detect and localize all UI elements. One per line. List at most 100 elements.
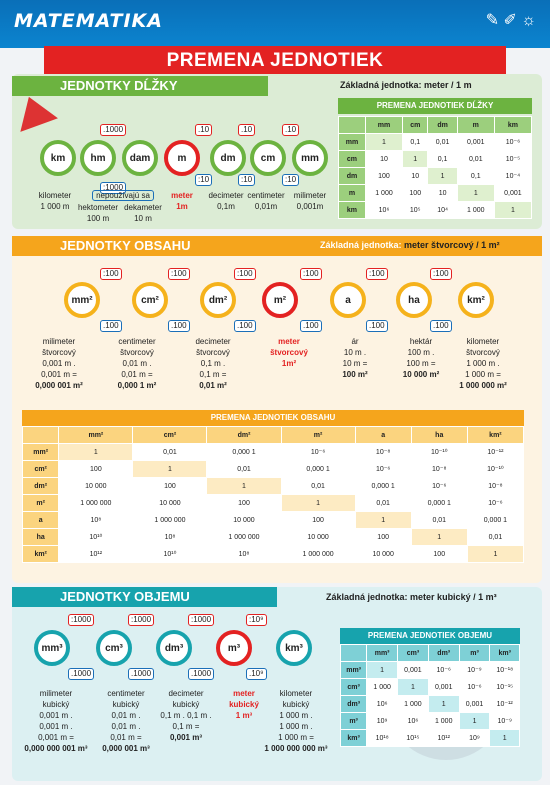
unit-label: hektár 100 m . 100 m = 10 000 m² <box>402 337 440 379</box>
unit-label: decimeter kubický 0,1 m . 0,1 m . 0,1 m = 0,… <box>160 689 212 742</box>
unit-circle: km² <box>458 282 494 318</box>
table-cell: 1 <box>58 443 134 461</box>
length-table-title: PREMENA JEDNOTIEK DĹŽKY <box>338 98 532 114</box>
conv-label: :100 <box>300 268 322 280</box>
table-cell: 1 000 <box>427 712 460 730</box>
table-cell: 10⁻¹⁸ <box>489 661 520 679</box>
table-cell: a <box>21 511 60 529</box>
table-cell: 1 <box>427 167 458 185</box>
unit-label: meter štvorcový 1m² <box>270 337 308 368</box>
table-row: ha 10¹⁰ 10⁸ 1 000 000 10 000 100 1 0,01 <box>21 528 525 546</box>
base-unit-label: Základná jednotka: <box>320 240 402 250</box>
conv-label: .100 <box>300 320 322 332</box>
conv-label: :10 <box>195 174 213 186</box>
conv-label: :100 <box>430 268 452 280</box>
table-cell: cm² <box>21 460 60 478</box>
table-cell: 1 <box>493 201 533 219</box>
table-cell: 0,01 <box>280 477 356 495</box>
conv-label: :1000 <box>68 614 95 626</box>
table-cell: 10⁻¹² <box>466 443 525 461</box>
table-cell: 100 <box>364 167 404 185</box>
unit-label: decimeter 0,1m <box>208 191 244 211</box>
table-cell: 100 <box>132 477 208 495</box>
table-row: m³ 10⁹ 10⁶ 1 000 1 10⁻⁹ <box>339 712 520 730</box>
table-cell: 10⁻⁶ <box>466 494 525 512</box>
area-table-title: PREMENA JEDNOTIEK OBSAHU <box>22 410 524 426</box>
table-cell: 100 <box>410 545 468 563</box>
table-cell: 10¹⁵ <box>397 729 429 747</box>
table-cell: 100 <box>280 511 356 529</box>
page-title: MATEMATIKA <box>14 10 163 32</box>
table-cell: 10 <box>427 184 458 202</box>
unit-circle: dm³ <box>156 630 192 666</box>
table-cell: 1 <box>466 545 525 563</box>
table-cell: 0,01 <box>132 443 208 461</box>
table-cell: 1 000 000 <box>58 494 134 512</box>
unit-label: kilometer 1 000 m <box>38 191 72 211</box>
table-cell: 10⁸ <box>206 545 282 563</box>
table-cell: 1 <box>456 184 495 202</box>
table-cell: 1 000 000 <box>132 511 208 529</box>
area-base-unit: Základná jednotka: meter štvorcový / 1 m… <box>320 240 500 250</box>
table-header-cell: ha <box>410 426 468 444</box>
table-cell: 10 <box>402 167 429 185</box>
table-header-cell <box>339 644 368 662</box>
header-bar <box>0 0 550 48</box>
unit-label: centimeter kubický 0,01 m . 0,01 m . 0,01 m … <box>102 689 150 753</box>
unit-label: meter 1m <box>171 191 193 211</box>
table-cell: 10⁸ <box>132 528 208 546</box>
unit-circle: km³ <box>276 630 312 666</box>
unit-circle: ha <box>396 282 432 318</box>
volume-section-title: JEDNOTKY OBJEMU <box>12 587 277 607</box>
table-cell: 10⁹ <box>366 712 399 730</box>
area-section-title: JEDNOTKY OBSAHU <box>12 236 542 256</box>
conv-label: .10⁹ <box>246 668 267 680</box>
table-cell: 10⁻⁶ <box>280 443 356 461</box>
conv-label: :1000 <box>128 614 155 626</box>
unit-circle: m² <box>262 282 298 318</box>
unit-label: hektometer 100 m <box>77 203 119 223</box>
table-cell: 0,000 1 <box>280 460 356 478</box>
table-cell: 10⁶ <box>364 201 404 219</box>
unit-circle: cm² <box>132 282 168 318</box>
conv-label: :100 <box>234 268 256 280</box>
table-cell: 10¹⁰ <box>58 528 134 546</box>
table-header-cell: km² <box>466 426 525 444</box>
conv-label: .10 <box>282 124 300 136</box>
table-cell: mm³ <box>339 661 368 679</box>
table-row: cm² 100 1 0,01 0,000 1 10⁻⁶ 10⁻⁸ 10⁻¹⁰ <box>21 460 525 478</box>
conv-label: .100 <box>100 320 122 332</box>
table-cell: ha <box>21 528 60 546</box>
table-cell: 10⁻¹² <box>489 695 520 713</box>
conv-label: .1000 <box>188 668 215 680</box>
table-cell: mm² <box>21 443 60 461</box>
base-unit-value: meter / 1 m <box>424 80 472 90</box>
table-cell: 10⁻⁸ <box>354 443 412 461</box>
table-cell: 10⁴ <box>427 201 458 219</box>
table-header-cell: km³ <box>489 644 520 662</box>
table-cell: 100 <box>402 184 429 202</box>
conv-label: :100 <box>366 268 388 280</box>
conv-label: :10⁹ <box>246 614 267 626</box>
table-cell: 10 000 <box>58 477 134 495</box>
table-cell: 1 000 <box>364 184 404 202</box>
table-header-cell: mm³ <box>366 644 399 662</box>
unit-circle: dm <box>210 140 246 176</box>
unit-label: decimeter štvorcový 0,1 m . 0,1 m = 0,01 m² <box>195 337 231 390</box>
table-cell: cm <box>338 150 366 168</box>
table-cell: m <box>338 184 366 202</box>
table-cell: 10⁻⁶ <box>458 678 491 696</box>
table-cell: 1 000 <box>366 678 399 696</box>
unit-circle: m <box>164 140 200 176</box>
pencil-bulb-icon: ✎ ✐ ☼ <box>485 12 536 29</box>
main-banner: PREMENA JEDNOTIEK <box>44 46 506 76</box>
conv-label: :100 <box>168 268 190 280</box>
table-cell: 1 000 <box>456 201 495 219</box>
table-cell: 1 <box>410 528 468 546</box>
table-cell: 0,001 <box>493 184 533 202</box>
unit-circle: a <box>330 282 366 318</box>
table-header-cell: dm² <box>206 426 282 444</box>
table-cell: 10¹² <box>58 545 134 563</box>
unit-circle: dm² <box>200 282 236 318</box>
